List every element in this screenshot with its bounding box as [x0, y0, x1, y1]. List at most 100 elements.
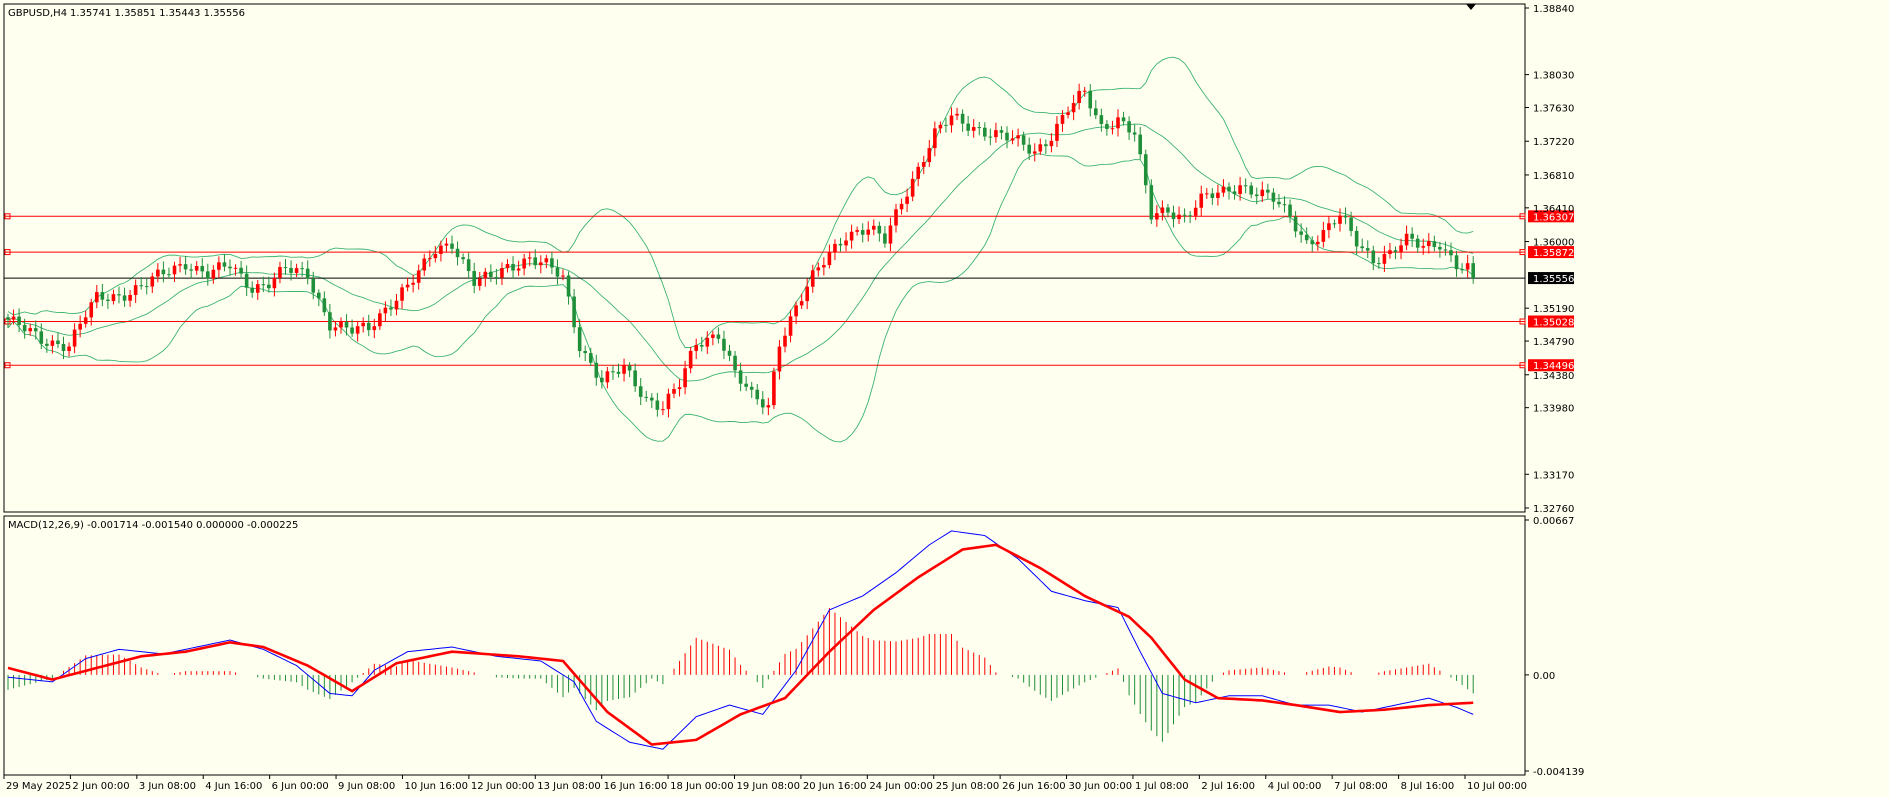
candle [1410, 227, 1414, 247]
candle [1077, 83, 1081, 110]
candle [128, 290, 132, 307]
price-tick-label: 1.36000 [1533, 238, 1574, 249]
price-tick-label: 1.36810 [1533, 171, 1574, 182]
candle [67, 342, 71, 357]
time-tick-label: 9 Jun 08:00 [338, 781, 395, 792]
candle [167, 267, 171, 279]
candle [650, 393, 654, 409]
candle [844, 232, 848, 252]
candle [1382, 245, 1387, 273]
price-level-line[interactable]: 1.35872 [4, 246, 1574, 259]
candle [805, 278, 809, 310]
candle [600, 370, 604, 389]
candle [1188, 211, 1192, 224]
candle [511, 256, 515, 279]
candle [683, 360, 687, 395]
horizontal-levels[interactable]: 1.36307 1.35872 1.35028 1.34496 1.35556 [4, 210, 1574, 372]
candle [1177, 206, 1181, 225]
candle [200, 258, 205, 279]
candle [400, 283, 404, 309]
candle [888, 217, 893, 252]
candle [350, 319, 354, 337]
time-tick-label: 8 Jul 16:00 [1401, 781, 1455, 792]
macd-tick-label: 0.00 [1533, 671, 1555, 682]
price-level-line[interactable]: 1.34496 [4, 359, 1574, 372]
candle [56, 332, 60, 349]
candle [1055, 116, 1059, 148]
candle [1427, 233, 1431, 254]
candle [483, 267, 488, 287]
price-tick-label: 1.36410 [1533, 204, 1574, 215]
chart-shift-marker-icon[interactable] [1466, 4, 1476, 10]
candle [1421, 238, 1426, 255]
candle [328, 304, 332, 339]
candle [661, 401, 665, 416]
candle [1404, 225, 1409, 251]
candle [161, 261, 166, 283]
price-tick-label: 1.33980 [1533, 404, 1574, 415]
candle [761, 391, 765, 415]
candle [95, 284, 99, 309]
candle [272, 272, 277, 297]
candle [938, 121, 943, 134]
candle [1149, 179, 1154, 225]
candle [1266, 183, 1270, 199]
time-tick-label: 4 Jul 00:00 [1268, 781, 1322, 792]
candle [444, 237, 449, 253]
candle [144, 278, 149, 295]
candle [894, 203, 898, 233]
candle [799, 293, 804, 309]
candle [433, 246, 438, 263]
candle [283, 259, 288, 275]
price-level-line[interactable]: 1.36307 [4, 210, 1574, 223]
candle [500, 262, 504, 286]
candle [1377, 257, 1381, 269]
candle [916, 162, 920, 187]
candle [838, 237, 843, 252]
price-tick-label: 1.32760 [1533, 504, 1574, 515]
time-tick-label: 30 Jun 00:00 [1069, 781, 1133, 792]
candle [699, 336, 704, 352]
time-tick-label: 18 Jun 00:00 [670, 781, 734, 792]
candle [1365, 240, 1370, 259]
candle [1360, 238, 1364, 253]
candle [794, 301, 798, 325]
candle [727, 344, 732, 361]
candle [1088, 84, 1093, 117]
candle [117, 286, 121, 304]
price-axis: 1.38840 1.38030 1.37630 1.37220 1.36810 1.364… [1525, 4, 1584, 778]
candle [72, 323, 77, 354]
candle [1238, 177, 1242, 201]
candle [816, 262, 821, 277]
candle [1182, 208, 1187, 223]
candle [644, 390, 649, 402]
candle [983, 122, 987, 141]
candle [267, 276, 271, 293]
candle [372, 318, 377, 339]
candle [694, 338, 698, 360]
candle [1105, 120, 1109, 136]
candle [1060, 110, 1065, 132]
price-level-line[interactable]: 1.35028 [4, 315, 1574, 328]
macd-tick-label: -0.004139 [1533, 767, 1584, 778]
candle [106, 293, 110, 309]
macd-tick-label: 0.00667 [1533, 516, 1574, 527]
candle [422, 253, 427, 276]
candle [1121, 111, 1126, 126]
candle [394, 293, 399, 316]
candle [1155, 204, 1159, 227]
candle [1304, 227, 1309, 244]
candle [877, 221, 882, 242]
candle [1010, 130, 1015, 145]
candle [1044, 139, 1048, 155]
candle [677, 379, 682, 397]
price-tick-label: 1.34380 [1533, 371, 1574, 382]
candle [872, 219, 876, 236]
candle [1254, 187, 1259, 205]
candle [1038, 138, 1043, 155]
candle [666, 388, 671, 418]
time-tick-label: 16 Jun 16:00 [604, 781, 668, 792]
candle [783, 327, 787, 353]
candle [555, 259, 560, 285]
candle [6, 313, 10, 328]
